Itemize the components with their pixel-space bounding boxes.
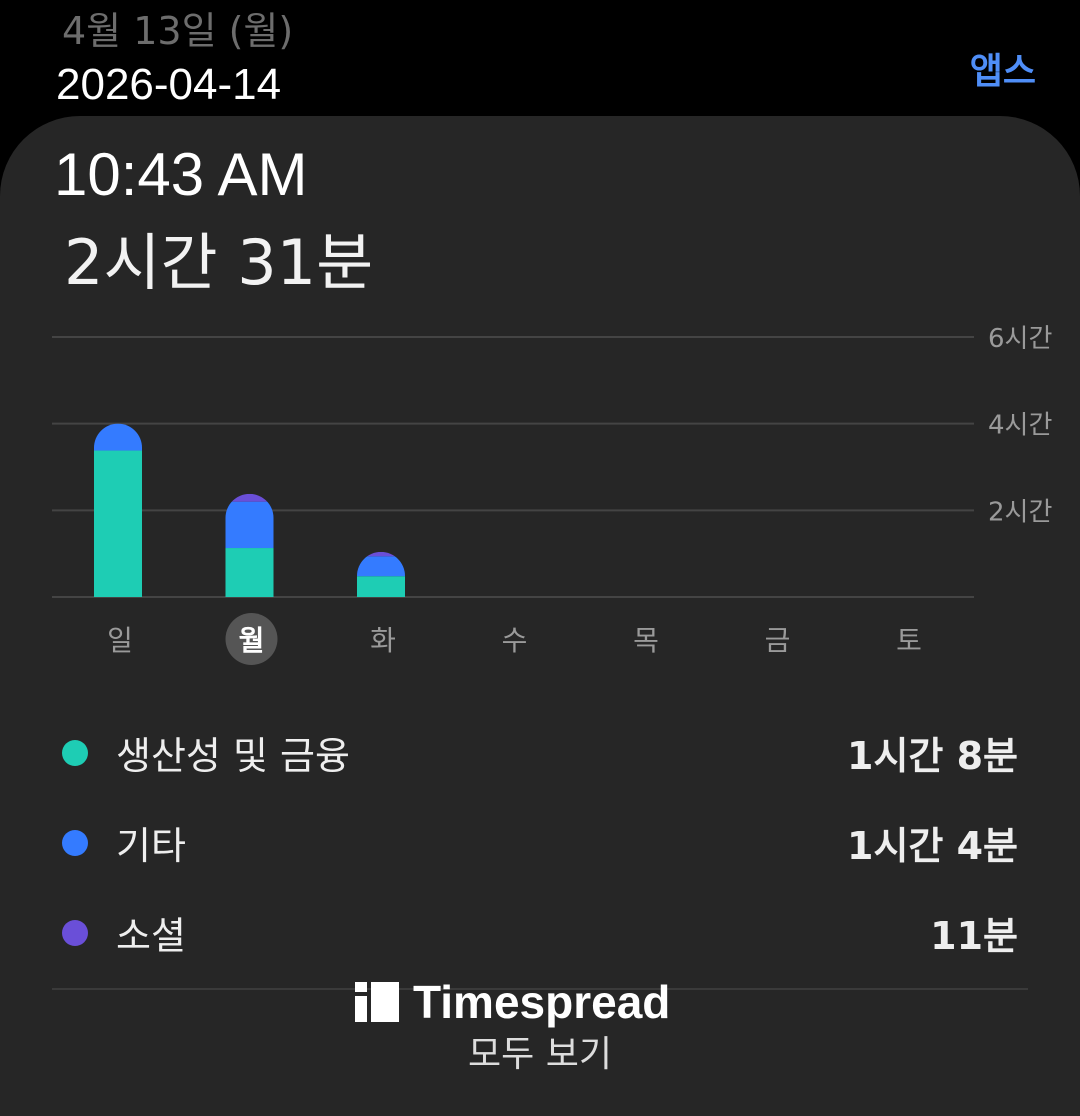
watermark-logo-icon	[355, 982, 399, 1022]
legend-item[interactable]: 소셜 11분	[62, 905, 1018, 960]
legend-value: 1시간 4분	[847, 824, 1018, 868]
bar-segment	[225, 548, 274, 597]
x-tick-label[interactable]: 목	[633, 624, 659, 657]
legend-label: 소셜	[116, 914, 186, 958]
usage-card	[0, 116, 1080, 1116]
legend-item[interactable]: 기타 1시간 4분	[62, 815, 1018, 870]
legend-value: 11분	[930, 914, 1018, 958]
legend-dot	[62, 739, 88, 766]
x-tick-label[interactable]: 일	[107, 624, 133, 657]
legend-label: 생산성 및 금융	[116, 734, 350, 778]
watermark: Timespread	[355, 976, 670, 1028]
apps-link[interactable]: 앱스	[969, 51, 1036, 92]
x-tick-label[interactable]: 수	[502, 624, 528, 657]
bar-segment	[357, 576, 405, 597]
divider	[52, 988, 1028, 990]
y-tick-label: 2시간	[988, 497, 1052, 527]
y-tick-label: 4시간	[988, 411, 1052, 441]
bar-segment	[225, 493, 274, 502]
see-all-button[interactable]: 모두 보기	[468, 1034, 612, 1075]
total-usage: 2시간 31분	[64, 226, 374, 299]
overlay-date: 2026-04-14	[56, 60, 282, 109]
selected-day-indicator	[225, 613, 278, 665]
bar-segment	[357, 551, 405, 557]
bar-segment	[225, 501, 274, 549]
legend-dot	[62, 829, 88, 856]
x-tick-label[interactable]: 월	[239, 624, 265, 657]
legend-dot	[62, 919, 88, 946]
x-tick-label[interactable]: 금	[765, 624, 791, 657]
legend-value: 1시간 8분	[847, 734, 1018, 778]
bar-segment	[94, 450, 142, 597]
x-tick-label[interactable]: 토	[896, 624, 922, 657]
bar-segment	[357, 556, 405, 577]
legend-item[interactable]: 생산성 및 금융 1시간 8분	[62, 725, 1018, 780]
y-tick-label: 6시간	[988, 324, 1052, 354]
overlay-time: 10:43 AM	[54, 141, 308, 208]
legend-label: 기타	[116, 824, 186, 868]
x-tick-label[interactable]: 화	[370, 624, 396, 657]
header-date: 4월 13일 (월)	[62, 9, 294, 53]
bar-segment	[94, 423, 142, 451]
